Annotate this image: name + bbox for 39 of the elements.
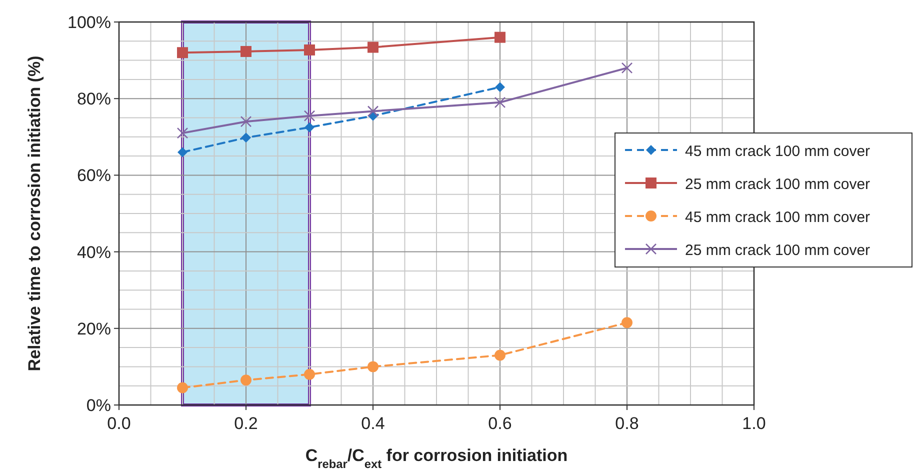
point (622, 317, 632, 328)
point (176, 127, 188, 139)
point (494, 32, 506, 43)
y-tick-label: 0% (86, 396, 111, 415)
point (368, 361, 378, 372)
point (240, 116, 252, 128)
legend-label: 25 mm crack 100 mm cover (685, 242, 870, 259)
point (495, 82, 505, 92)
point (177, 47, 188, 58)
point (494, 350, 506, 361)
point (304, 110, 316, 122)
point (367, 106, 379, 117)
legend-label: 25 mm crack 100 mm cover (685, 176, 870, 193)
legend-label: 45 mm crack 100 mm cover (685, 209, 870, 226)
x-tick-label: 0.0 (107, 414, 131, 433)
x-tick-label: 0.2 (234, 414, 258, 433)
y-tick-label: 20% (76, 319, 111, 338)
point (240, 374, 252, 386)
x-tick-label: 0.6 (488, 414, 512, 433)
point (304, 122, 314, 132)
y-tick-label: 40% (76, 242, 111, 262)
point (304, 368, 315, 380)
x-tick-label: 0.4 (361, 414, 385, 433)
point (621, 62, 633, 74)
point (304, 44, 315, 56)
point (368, 42, 378, 53)
x-tick-label: 1.0 (742, 414, 766, 433)
point (494, 96, 506, 108)
point (240, 46, 252, 57)
y-tick-label: 60% (76, 166, 111, 186)
y-tick-label: 80% (76, 90, 111, 109)
x-axis-title: C$_{rebar}$/C$_{ext}$ for corrosion initiation (305, 446, 568, 471)
point (178, 147, 188, 158)
legend-label: 45 mm crack 100 mm cover (685, 143, 870, 160)
y-axis-title: Relative time to corrosion initiation (%) (25, 56, 44, 372)
point (241, 132, 251, 143)
x-tick-label: 0.8 (615, 414, 639, 433)
y-tick-label: 100% (68, 13, 111, 32)
point (177, 382, 188, 394)
